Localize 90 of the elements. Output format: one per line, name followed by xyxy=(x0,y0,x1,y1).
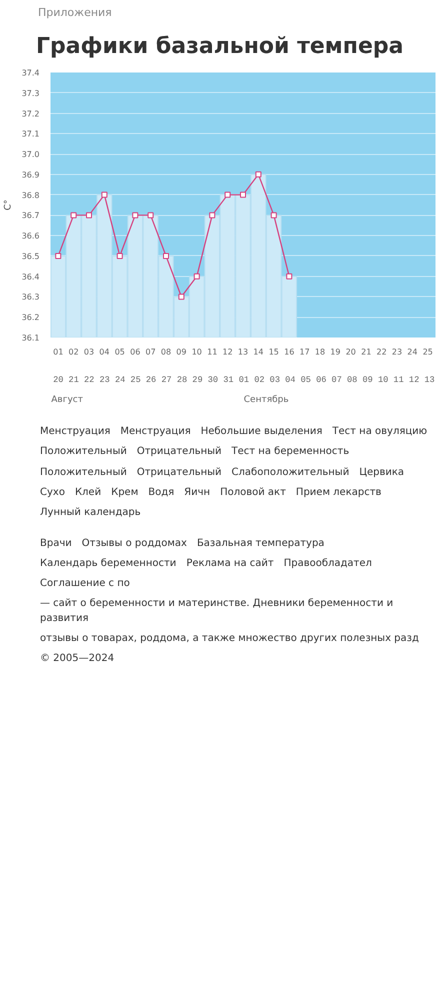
text: Врачи xyxy=(40,536,72,551)
point xyxy=(255,172,262,178)
point xyxy=(178,294,184,300)
text: Крем xyxy=(111,486,138,500)
text: Базальная температура xyxy=(196,536,324,551)
x-tick-label: 10 xyxy=(192,348,202,357)
x-tick-label: 13 xyxy=(238,348,248,357)
point xyxy=(55,253,62,260)
point xyxy=(116,253,123,260)
y-tick-label: 37.1 xyxy=(22,130,40,139)
text: Тест на беременность xyxy=(232,445,350,460)
text: Слабоположительный xyxy=(232,466,350,480)
text: Лунный календарь xyxy=(40,506,141,520)
text: отзывы о товарах, роддома, а также множество других полезных разд xyxy=(40,632,419,646)
text: Менструация xyxy=(120,425,191,440)
y-tick-label: 36.8 xyxy=(22,190,40,200)
y-tick-label: 36.6 xyxy=(22,232,40,241)
text: Отрицательный xyxy=(136,466,222,480)
y-tick-label: 37.3 xyxy=(22,89,40,98)
point xyxy=(286,273,292,280)
point xyxy=(240,192,246,198)
text: Прием лекарств xyxy=(296,486,382,500)
text: Календарь беременности xyxy=(40,556,176,571)
x-tick-label: 06 xyxy=(130,348,140,357)
y-tick-label: 37.2 xyxy=(22,109,40,118)
text: Реклама на сайт xyxy=(186,556,274,571)
x-tick-label: 14 xyxy=(253,348,264,357)
text: Клей xyxy=(74,486,102,500)
text: Положительный xyxy=(40,445,127,460)
x-tick-label: 16 xyxy=(284,348,294,357)
text: Соглашение с по xyxy=(40,577,130,592)
text: Цервика xyxy=(359,466,404,480)
text: Отрицательный xyxy=(136,445,222,460)
point xyxy=(224,192,231,198)
text: — сайт о беременности и материнстве. Дневники беременности и развития xyxy=(40,597,394,626)
text: © 2005—2024 xyxy=(40,652,114,666)
y-tick-label: 36.9 xyxy=(22,170,40,180)
x-tick-label: 12 xyxy=(222,348,233,357)
chart-title: Графики базальной темпера xyxy=(36,32,404,61)
y-tick-label: 36.7 xyxy=(22,211,40,220)
x-tick-label: 25 xyxy=(422,348,433,357)
point xyxy=(163,253,169,260)
y-axis-title: C° xyxy=(4,200,14,211)
point xyxy=(132,212,138,218)
text: Сентябрь xyxy=(244,395,289,406)
x-tick-label: 07 xyxy=(146,348,156,357)
x-tick-label: 22 xyxy=(376,348,387,357)
x-tick-label: 23 xyxy=(392,348,402,357)
point xyxy=(209,212,216,218)
point xyxy=(86,212,92,218)
text: Сухо xyxy=(40,486,65,500)
x-tick-label: 02 xyxy=(68,348,79,357)
point xyxy=(270,212,277,218)
text: Водя xyxy=(148,486,174,500)
chart-subtitle: Приложения xyxy=(38,5,112,21)
x-tick-label: 04 xyxy=(99,348,110,357)
y-tick-label: 36.2 xyxy=(22,313,40,322)
y-tick-label: 36.1 xyxy=(22,334,40,343)
x-tick-label: 08 xyxy=(160,348,172,357)
x-tick-label: 09 xyxy=(176,348,186,357)
point xyxy=(194,273,200,280)
x-tick-label: 11 xyxy=(207,348,218,357)
y-tick-label: 37.0 xyxy=(22,150,40,160)
text: 20 21 22 23 24 25 26 27 28 29 30 31 01 02 03 04 05 06 07 08 09 10 11 12 13 xyxy=(53,375,435,386)
text: Менструация xyxy=(40,425,110,440)
point xyxy=(101,192,108,198)
text: Август xyxy=(51,395,83,406)
point xyxy=(70,212,77,218)
text: Половой акт xyxy=(220,486,286,500)
y-tick-label: 36.3 xyxy=(22,292,40,302)
text: Правообладател xyxy=(284,556,372,571)
text: Тест на овуляцию xyxy=(332,425,428,440)
text: Небольшие выделения xyxy=(200,425,322,440)
x-tick-label: 17 xyxy=(300,348,310,357)
y-tick-label: 37.4 xyxy=(22,68,40,78)
text: Положительный xyxy=(40,466,127,480)
x-tick-label: 20 xyxy=(346,348,356,357)
x-tick-label: 24 xyxy=(407,348,418,357)
x-tick-label: 18 xyxy=(314,348,326,357)
x-tick-label: 19 xyxy=(330,348,340,357)
text: Отзывы о роддомах xyxy=(82,536,187,551)
x-tick-label: 15 xyxy=(268,348,279,357)
x-tick-label: 05 xyxy=(114,348,125,357)
y-tick-label: 36.5 xyxy=(22,252,40,262)
y-tick-label: 36.4 xyxy=(22,272,40,282)
x-tick-label: 21 xyxy=(361,348,372,357)
text: Яичн xyxy=(184,486,210,500)
point xyxy=(148,212,154,218)
x-tick-label: 03 xyxy=(84,348,94,357)
x-tick-label: 01 xyxy=(53,348,64,357)
